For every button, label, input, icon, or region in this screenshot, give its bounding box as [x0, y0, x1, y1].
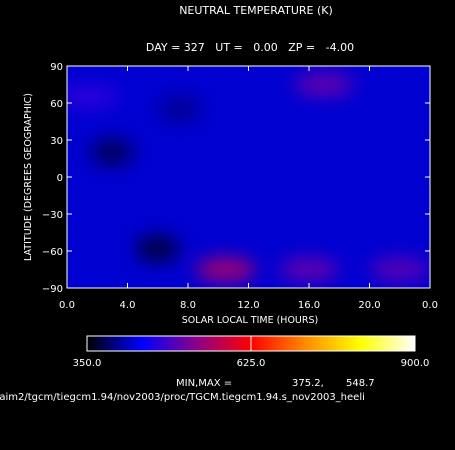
chart-title: NEUTRAL TEMPERATURE (K): [179, 4, 333, 17]
cool-region: [135, 234, 180, 263]
y-axis: −90 −60 −30 0 30 60 90: [42, 62, 430, 295]
y-tick-label: 30: [50, 136, 63, 147]
x-tick-label: 4.0: [120, 300, 136, 311]
x-tick-label: 0.0: [59, 300, 75, 311]
x-tick-label: 8.0: [180, 300, 196, 311]
colorbar-mid-label: 625.0: [237, 358, 266, 369]
cool-region: [158, 95, 203, 124]
temperature-field: [67, 66, 430, 288]
colorbar-min-label: 350.0: [73, 358, 102, 369]
x-tick-label: 20.0: [358, 300, 380, 311]
x-tick-label: 0.0: [422, 300, 438, 311]
max-value: 548.7: [346, 378, 375, 389]
y-tick-label: 0: [57, 173, 63, 184]
y-tick-label: −90: [42, 284, 63, 295]
min-value: 375.2,: [292, 378, 324, 389]
warm-region: [369, 257, 430, 282]
warm-region: [67, 84, 120, 109]
y-tick-label: −60: [42, 247, 63, 258]
y-tick-label: 60: [50, 99, 63, 110]
y-tick-label: 90: [50, 62, 63, 73]
y-axis-label: LATITUDE (DEGREES GEOGRAPHIC): [23, 93, 34, 261]
x-axis: 0.0 4.0 8.0 12.0 16.0 20.0 0.0: [59, 66, 438, 311]
field-background: [67, 66, 430, 288]
warm-region: [195, 257, 256, 282]
x-tick-label: 16.0: [298, 300, 320, 311]
colorbar-max-label: 900.0: [401, 358, 430, 369]
y-tick-label: −30: [42, 210, 63, 221]
cool-region: [90, 138, 135, 167]
min-max-label: MIN,MAX =: [176, 378, 232, 389]
x-tick-label: 12.0: [237, 300, 259, 311]
x-axis-label: SOLAR LOCAL TIME (HOURS): [182, 315, 318, 326]
warm-region: [294, 72, 355, 97]
chart-subtitle: DAY = 327 UT = 0.00 ZP = -4.00: [146, 41, 354, 54]
source-path: /aim2/tgcm/tiegcm1.94/nov2003/proc/TGCM.…: [0, 392, 365, 403]
warm-region: [279, 257, 339, 282]
